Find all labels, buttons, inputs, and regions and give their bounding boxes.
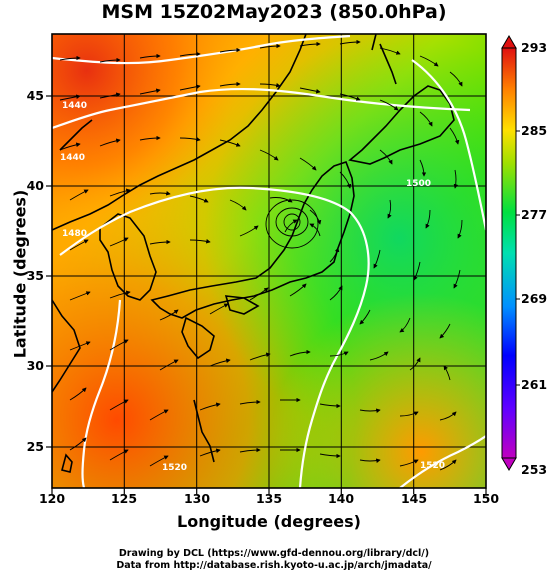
x-tick-label: 135 [255,491,283,506]
contour-label: 1500 [406,179,431,189]
wind-streamlines [59,39,463,471]
x-tick-label: 130 [183,491,211,506]
height-contours [52,34,486,488]
colorbar [501,35,520,471]
x-tick-label: 125 [110,491,138,506]
colorbar-tick-label: 269 [521,291,548,306]
contour-label: 1480 [62,229,87,239]
credit-drawing: Drawing by DCL (https://www.gfd-dennou.o… [118,548,430,559]
colorbar-tick-label: 277 [521,207,548,222]
cyclone-swirl [265,199,319,249]
credit-data-source: Data from http://database.rish.kyoto-u.a… [116,560,432,571]
colorbar-tick-label: 285 [521,123,548,138]
x-tick-label: 120 [38,491,66,506]
y-tick-label: 35 [26,268,44,283]
colorbar-tick-label: 293 [521,40,548,55]
y-tick-label: 25 [26,439,44,454]
colorbar-min-arrow [501,457,517,471]
contour-label: 1520 [420,461,445,471]
contour-label: 1440 [62,101,87,111]
contour-labels: 1440 1440 1480 1500 1520 1520 [60,101,445,473]
y-tick-label: 45 [26,88,44,103]
y-tick-label: 30 [26,358,44,373]
x-tick-label: 150 [472,491,500,506]
contour-label: 1440 [60,153,85,163]
axis-ticks [46,95,487,494]
colorbar-tick-label: 253 [521,462,548,477]
map-title: MSM 15Z02May2023 (850.0hPa) [101,1,447,23]
x-axis-label: Longitude (degrees) [177,512,361,531]
credits: Drawing by DCL (https://www.gfd-dennou.o… [0,548,548,572]
x-tick-label: 140 [327,491,355,506]
colorbar-max-arrow [501,35,517,49]
y-tick-label: 40 [26,178,44,193]
contour-label: 1520 [162,463,187,473]
x-tick-label: 145 [400,491,428,506]
colorbar-tick-label: 261 [521,377,548,392]
